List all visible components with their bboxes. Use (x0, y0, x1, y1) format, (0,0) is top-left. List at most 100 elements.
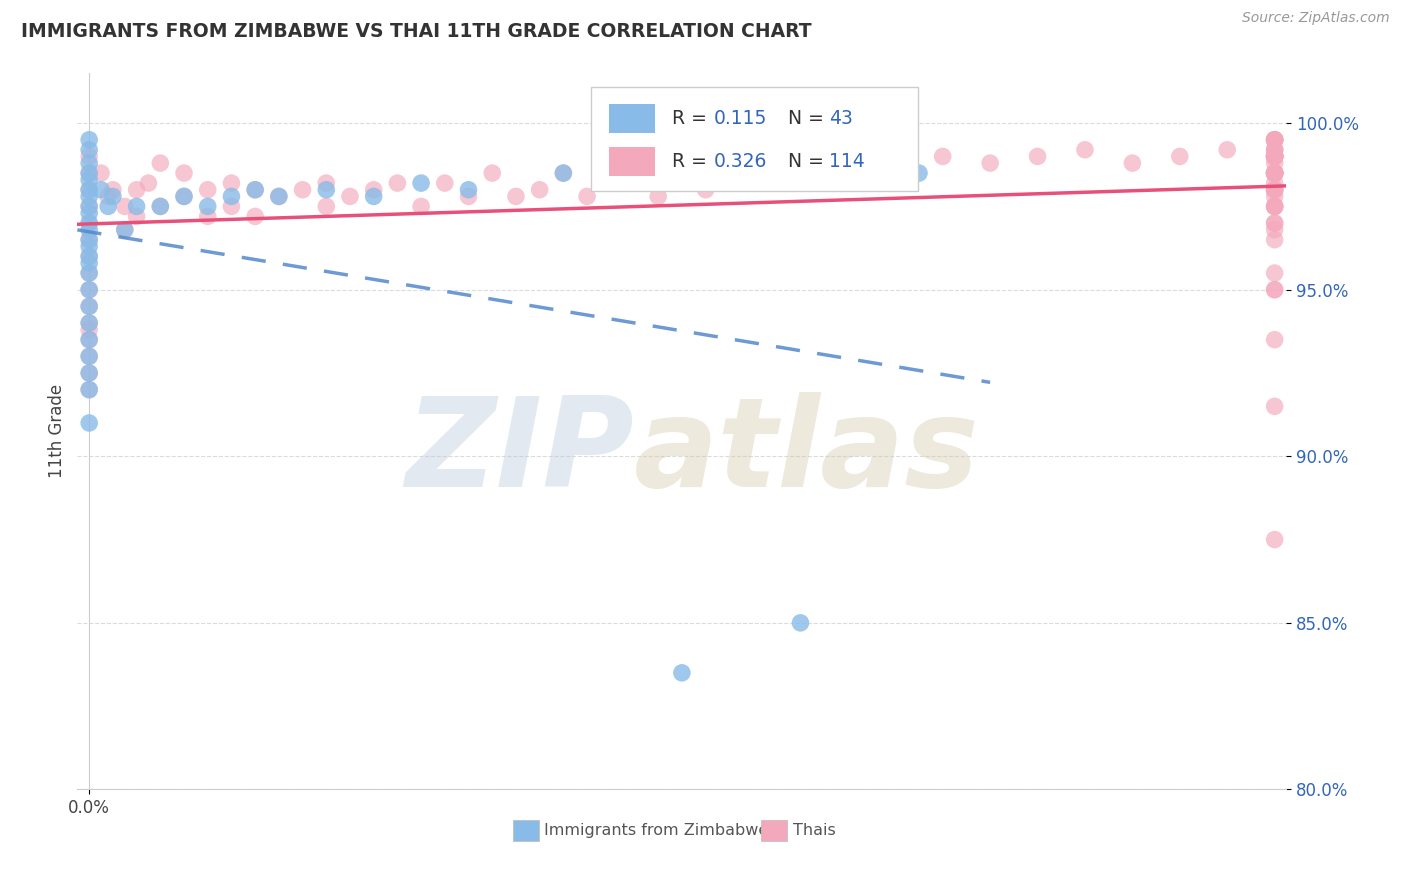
Point (695, 183, 717, 197)
Point (1264, 166, 1286, 180)
Point (114, 223, 136, 237)
Point (553, 166, 575, 180)
Point (77, 316, 100, 330)
Point (291, 183, 314, 197)
Point (481, 166, 503, 180)
Point (77, 189, 100, 203)
Text: 43: 43 (830, 109, 853, 128)
Point (197, 199, 219, 213)
Point (623, 166, 645, 180)
Point (1264, 183, 1286, 197)
Point (1264, 216, 1286, 230)
Point (77, 199, 100, 213)
Point (1264, 166, 1286, 180)
Point (1264, 166, 1286, 180)
Point (77, 383, 100, 397)
Y-axis label: 11th Grade: 11th Grade (48, 384, 66, 478)
Point (1264, 166, 1286, 180)
Point (1264, 143, 1286, 157)
Point (114, 199, 136, 213)
Point (149, 199, 172, 213)
Point (553, 166, 575, 180)
Point (1264, 133, 1286, 147)
Point (77, 173, 100, 187)
Point (221, 199, 243, 213)
Point (267, 189, 290, 203)
Point (1264, 176, 1286, 190)
Point (315, 183, 337, 197)
Point (77, 249, 100, 263)
Point (1074, 143, 1097, 157)
Text: N =: N = (789, 152, 830, 170)
Point (77, 299, 100, 313)
Point (77, 256, 100, 270)
Point (1121, 156, 1143, 170)
Point (77, 249, 100, 263)
Point (1168, 149, 1191, 163)
Point (1264, 143, 1286, 157)
Point (77, 266, 100, 280)
Point (173, 189, 195, 203)
Point (1264, 149, 1286, 163)
Point (77, 149, 100, 163)
Point (77, 266, 100, 280)
Point (1264, 189, 1286, 203)
Text: atlas: atlas (634, 392, 980, 513)
Point (1264, 183, 1286, 197)
Point (1264, 143, 1286, 157)
Point (77, 349, 100, 363)
Point (77, 183, 100, 197)
Point (1026, 149, 1049, 163)
Point (77, 233, 100, 247)
Text: Source: ZipAtlas.com: Source: ZipAtlas.com (1241, 11, 1389, 25)
Point (221, 176, 243, 190)
Point (363, 183, 385, 197)
Point (671, 665, 693, 680)
Point (599, 176, 621, 190)
Point (77, 283, 100, 297)
Point (529, 183, 551, 197)
Point (197, 183, 219, 197)
Point (77, 366, 100, 380)
Point (77, 366, 100, 380)
Point (315, 176, 337, 190)
Point (837, 156, 859, 170)
Point (1264, 133, 1286, 147)
Point (77, 299, 100, 313)
Point (576, 189, 599, 203)
Point (77, 383, 100, 397)
Point (505, 189, 527, 203)
Point (411, 176, 433, 190)
Point (243, 210, 266, 224)
Point (114, 223, 136, 237)
Point (1264, 223, 1286, 237)
Point (1264, 266, 1286, 280)
Point (97, 199, 120, 213)
Point (125, 210, 148, 224)
Point (197, 210, 219, 224)
Text: IMMIGRANTS FROM ZIMBABWE VS THAI 11TH GRADE CORRELATION CHART: IMMIGRANTS FROM ZIMBABWE VS THAI 11TH GR… (21, 22, 811, 41)
Point (884, 166, 907, 180)
Point (149, 156, 172, 170)
Text: N =: N = (789, 109, 830, 128)
Point (1264, 149, 1286, 163)
Point (1264, 166, 1286, 180)
Text: R =: R = (672, 109, 713, 128)
Point (77, 333, 100, 347)
Point (90, 183, 112, 197)
Point (1264, 149, 1286, 163)
Bar (513, 820, 540, 841)
FancyBboxPatch shape (592, 87, 918, 191)
Point (1264, 183, 1286, 197)
Point (77, 166, 100, 180)
Point (1264, 166, 1286, 180)
Text: ZIP: ZIP (405, 392, 634, 513)
Point (1264, 233, 1286, 247)
Point (1264, 149, 1286, 163)
Point (77, 316, 100, 330)
Point (1264, 199, 1286, 213)
Point (77, 323, 100, 337)
Text: Thais: Thais (793, 822, 837, 838)
Point (742, 156, 765, 170)
Point (77, 216, 100, 230)
